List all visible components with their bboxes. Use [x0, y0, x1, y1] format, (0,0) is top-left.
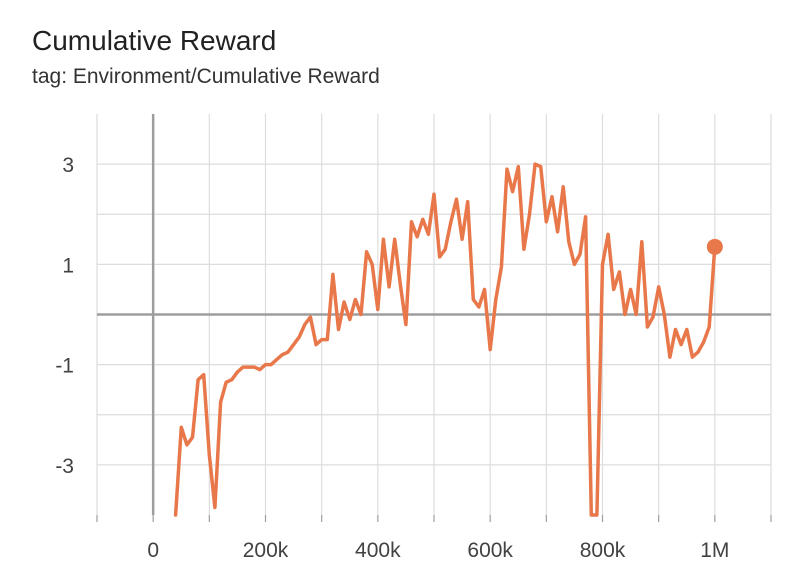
- x-tick-label: 400k: [355, 539, 401, 562]
- x-tick-label: 800k: [580, 539, 626, 562]
- chart-title: Cumulative Reward: [32, 25, 277, 56]
- y-tick-label: -3: [55, 455, 74, 478]
- last-point-marker: [706, 238, 723, 255]
- y-tick-label: 3: [62, 154, 74, 177]
- x-tick-label: 0: [147, 539, 159, 562]
- axes: [97, 114, 771, 515]
- x-axis-ticks: 0 200k 400k 600k 800k 1M: [96, 515, 772, 562]
- y-tick-label: -1: [55, 355, 74, 378]
- y-tick-label: 1: [62, 254, 74, 277]
- x-tick-label: 200k: [243, 539, 289, 562]
- x-tick-label: 600k: [467, 539, 513, 562]
- series-group: [173, 162, 723, 517]
- chart-subtitle: tag: Environment/Cumulative Reward: [32, 65, 380, 88]
- y-axis-ticks: 3 1 -1 -3: [55, 154, 74, 478]
- series-line: [173, 162, 717, 517]
- x-tick-label: 1M: [700, 539, 729, 562]
